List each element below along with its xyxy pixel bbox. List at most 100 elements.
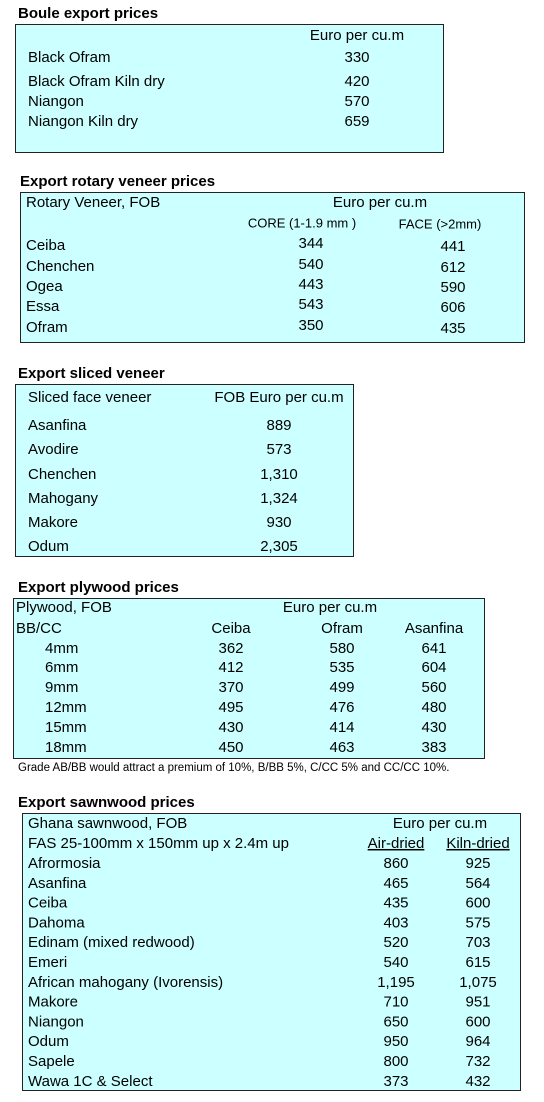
price: 499 [329, 679, 354, 696]
column-header: Euro per cu.m [333, 194, 427, 211]
price: 600 [465, 1013, 490, 1030]
section-title: Export plywood prices [18, 579, 179, 596]
price: 476 [329, 699, 354, 716]
column-header: Euro per cu.m [310, 27, 404, 44]
table-header: FAS 25-100mm x 150mm up x 2.4m up [28, 835, 289, 852]
price: 573 [266, 441, 291, 458]
table-header: Rotary Veneer, FOB [26, 194, 160, 211]
column-header: FOB Euro per cu.m [214, 389, 343, 406]
column-header: Euro per cu.m [393, 815, 487, 832]
column-header: Ofram [321, 620, 363, 637]
row-label: Niangon [28, 1013, 84, 1030]
row-label: 9mm [45, 679, 78, 696]
column-header: BB/CC [16, 620, 62, 637]
table-header: Sliced face veneer [28, 389, 151, 406]
price: 535 [329, 659, 354, 676]
price: 414 [329, 719, 354, 736]
row-label: Asanfina [28, 875, 87, 892]
price: 344 [298, 235, 323, 252]
row-label: Sapele [28, 1053, 75, 1070]
price: 641 [421, 640, 446, 657]
price: 930 [266, 514, 291, 531]
column-header: Asanfina [405, 620, 464, 637]
price: 403 [383, 914, 408, 931]
price: 951 [465, 994, 490, 1011]
price: 560 [421, 679, 446, 696]
row-label: Odum [28, 538, 69, 555]
row-label: Asanfina [28, 417, 87, 434]
row-label: Ceiba [26, 237, 66, 254]
row-label: Makore [28, 994, 78, 1011]
price: 615 [465, 954, 490, 971]
price: 703 [465, 934, 490, 951]
price: 420 [344, 73, 369, 90]
row-label: Ogea [26, 278, 63, 295]
price: 800 [383, 1053, 408, 1070]
price: 430 [421, 719, 446, 736]
price: 350 [298, 317, 323, 334]
price: 362 [218, 640, 243, 657]
rotary-box [20, 192, 525, 343]
boule-box [15, 24, 444, 153]
price: 330 [344, 49, 369, 66]
section-title: Boule export prices [18, 5, 158, 22]
price: 570 [344, 93, 369, 110]
price: 889 [266, 417, 291, 434]
price: 540 [298, 256, 323, 273]
price: 370 [218, 679, 243, 696]
column-header: Kiln-dried [446, 835, 509, 852]
price: 925 [465, 855, 490, 872]
row-label: 6mm [45, 659, 78, 676]
plywood-box [13, 598, 485, 759]
row-label: Makore [28, 514, 78, 531]
price: 430 [218, 719, 243, 736]
price: 732 [465, 1053, 490, 1070]
table-header: Plywood, FOB [16, 599, 112, 616]
column-header: Air-dried [368, 835, 425, 852]
price: 373 [383, 1073, 408, 1090]
price: 1,195 [377, 974, 415, 991]
row-label: Edinam (mixed redwood) [28, 934, 195, 951]
price: 543 [298, 296, 323, 313]
price: 575 [465, 914, 490, 931]
price: 441 [440, 238, 465, 255]
price: 450 [218, 739, 243, 756]
price: 463 [329, 739, 354, 756]
row-label: Avodire [28, 441, 79, 458]
row-label: Niangon Kiln dry [28, 113, 139, 130]
row-label: Chenchen [26, 258, 94, 275]
row-label: Niangon [28, 93, 84, 110]
price: 1,324 [260, 490, 298, 507]
column-header: Euro per cu.m [283, 599, 377, 616]
row-label: Ceiba [28, 895, 68, 912]
price: 480 [421, 699, 446, 716]
price: 600 [465, 895, 490, 912]
column-header: FACE (>2mm) [399, 216, 482, 231]
row-label: Ofram [26, 319, 68, 336]
row-label: 18mm [45, 739, 87, 756]
price: 659 [344, 113, 369, 130]
row-label: Black Ofram [28, 49, 111, 66]
price: 1,075 [459, 974, 497, 991]
row-label: Wawa 1C & Select [28, 1073, 153, 1090]
row-label: 12mm [45, 699, 87, 716]
row-label: Emeri [28, 954, 67, 971]
row-label: 15mm [45, 719, 87, 736]
price: 495 [218, 699, 243, 716]
price: 710 [383, 994, 408, 1011]
table-header: Ghana sawnwood, FOB [28, 815, 187, 832]
section-title: Export sawnwood prices [18, 794, 195, 811]
price: 860 [383, 855, 408, 872]
column-header: CORE (1-1.9 mm ) [248, 215, 356, 230]
price: 465 [383, 875, 408, 892]
price: 412 [218, 659, 243, 676]
footnote: Grade AB/BB would attract a premium of 1… [18, 762, 449, 774]
price: 432 [465, 1073, 490, 1090]
price: 950 [383, 1033, 408, 1050]
price: 590 [440, 279, 465, 296]
row-label: Afrormosia [28, 855, 101, 872]
price: 520 [383, 934, 408, 951]
price: 435 [383, 895, 408, 912]
section-title: Export sliced veneer [18, 365, 165, 382]
